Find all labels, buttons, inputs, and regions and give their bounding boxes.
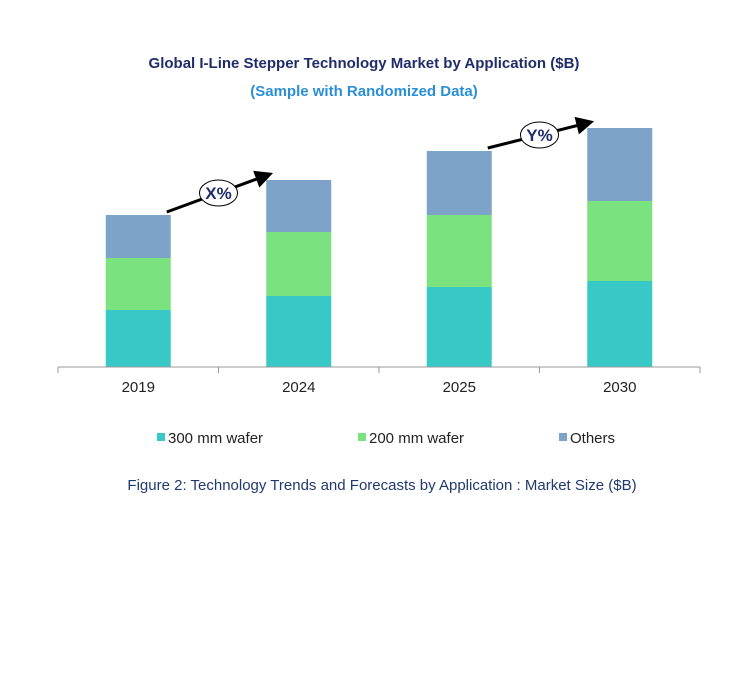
annotations: X% Y%	[166, 116, 595, 214]
growth-label: X%	[205, 184, 231, 203]
bar-2019-300-mm-wafer	[105, 310, 171, 367]
bar-2025-200-mm-wafer	[426, 215, 492, 287]
legend: 300 mm wafer 200 mm wafer Others	[157, 430, 615, 447]
bar-2019-others	[105, 215, 171, 258]
growth-label-bubble	[199, 179, 238, 207]
bars	[105, 128, 653, 367]
chart-subtitle: (Sample with Randomized Data)	[250, 83, 478, 100]
bar-2030-others	[587, 128, 653, 201]
x-tick-label-2030: 2030	[603, 379, 636, 396]
bar-2024-300-mm-wafer	[266, 296, 332, 367]
bar-2030-300-mm-wafer	[587, 281, 653, 367]
growth-label: Y%	[526, 126, 552, 145]
figure-caption: Figure 2: Technology Trends and Forecast…	[127, 477, 636, 494]
bar-2025-300-mm-wafer	[426, 287, 492, 367]
legend-label: 200 mm wafer	[369, 430, 464, 447]
bar-2019-200-mm-wafer	[105, 258, 171, 310]
legend-swatch	[559, 433, 567, 441]
legend-label: 300 mm wafer	[168, 430, 263, 447]
x-tick-label-2019: 2019	[122, 379, 155, 396]
legend-swatch	[358, 433, 366, 441]
chart-title: Global I-Line Stepper Technology Market …	[149, 55, 580, 72]
x-tick-label-2025: 2025	[443, 379, 476, 396]
growth-label-bubble	[520, 121, 559, 149]
bar-2024-200-mm-wafer	[266, 232, 332, 296]
bar-2024-others	[266, 180, 332, 232]
bar-2030-200-mm-wafer	[587, 201, 653, 281]
legend-swatch	[157, 433, 165, 441]
legend-label: Others	[570, 430, 615, 447]
x-axis: 2019 2024 2025 2030	[57, 366, 701, 396]
x-tick-label-2024: 2024	[282, 379, 315, 396]
bar-2025-others	[426, 151, 492, 215]
